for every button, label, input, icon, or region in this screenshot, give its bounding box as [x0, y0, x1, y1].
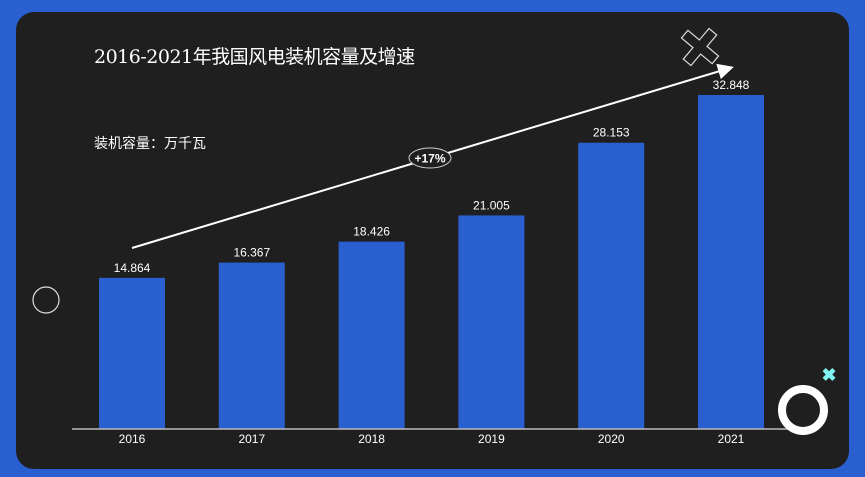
ring-icon	[778, 385, 828, 435]
data-label: 21.005	[473, 198, 510, 212]
bar-2018	[338, 241, 405, 429]
cross-outline-icon	[680, 27, 720, 67]
bar-2017	[218, 262, 285, 429]
circle-outline-icon	[32, 286, 60, 314]
bar-2019	[458, 215, 525, 429]
bar-2020	[578, 142, 645, 429]
y-axis-label: 装机容量：万千瓦	[94, 136, 206, 152]
x-tick-label: 2017	[238, 432, 265, 446]
data-label: 16.367	[233, 246, 270, 260]
growth-badge	[408, 147, 452, 169]
data-label: 28.153	[593, 126, 630, 140]
bar-2016	[99, 277, 165, 429]
data-label: 32.848	[713, 78, 750, 92]
cross-icon: ✖	[821, 365, 836, 385]
bar-2021	[698, 95, 764, 429]
growth-annotation: +17%	[414, 152, 445, 166]
x-tick-label: 2021	[718, 432, 745, 446]
data-label: 18.426	[353, 225, 390, 239]
x-tick-label: 2016	[119, 432, 146, 446]
x-tick-label: 2019	[478, 432, 505, 446]
chart-title: 2016-2021年我国风电装机容量及增速	[94, 46, 415, 68]
x-tick-label: 2020	[598, 432, 625, 446]
x-tick-label: 2018	[358, 432, 385, 446]
data-label: 14.864	[114, 261, 151, 275]
